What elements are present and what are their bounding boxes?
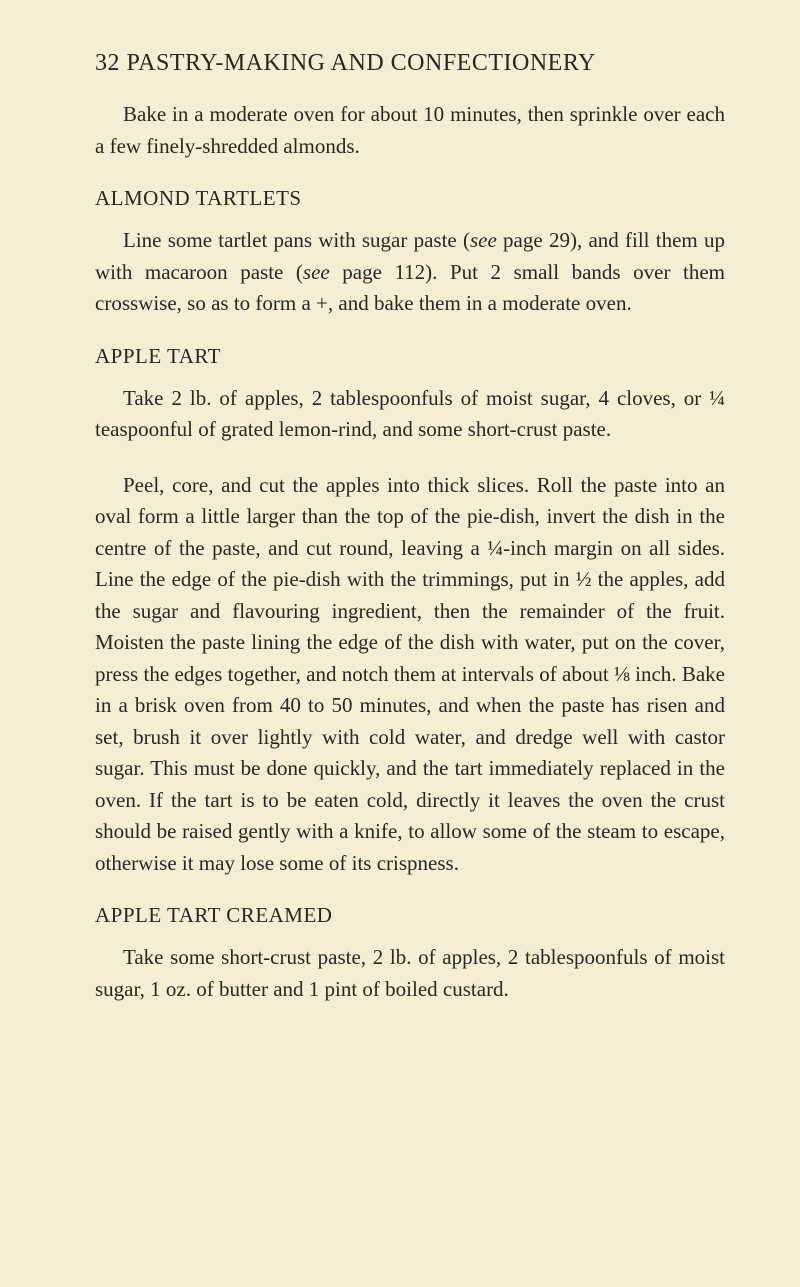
page-title: PASTRY-MAKING AND CONFECTIONERY [127,50,596,76]
italic-text: see [303,260,330,284]
page-header: 32 PASTRY-MAKING AND CONFECTIONERY [95,50,725,77]
body-paragraph: Peel, core, and cut the apples into thic… [95,470,725,880]
body-paragraph: Line some tartlet pans with sugar paste … [95,225,725,320]
sections-container: ALMOND TARTLETS Line some tartlet pans wi… [95,186,725,1005]
body-paragraph: Take 2 lb. of apples, 2 tablespoonfuls o… [95,383,725,446]
page-number: 32 [95,50,120,76]
intro-paragraph: Bake in a moderate oven for about 10 min… [95,99,725,162]
italic-text: see [470,228,497,252]
section-heading: APPLE TART [95,344,725,369]
section-heading: ALMOND TARTLETS [95,186,725,211]
section-heading: APPLE TART CREAMED [95,903,725,928]
body-paragraph: Take some short-crust paste, 2 lb. of ap… [95,942,725,1005]
